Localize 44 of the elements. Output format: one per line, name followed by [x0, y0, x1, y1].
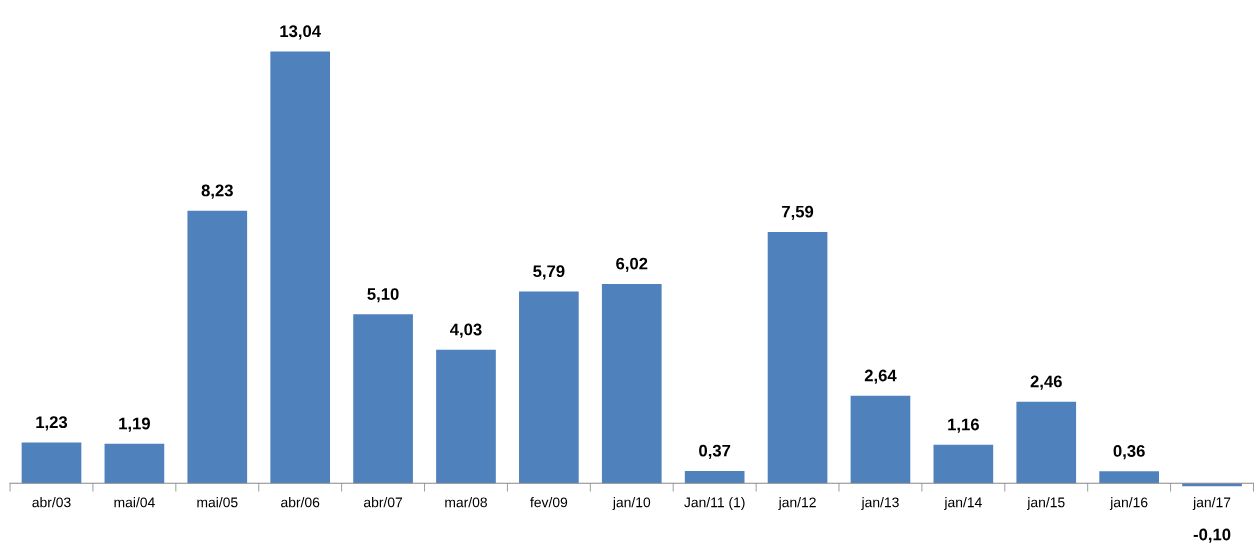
bar	[270, 51, 331, 484]
x-tick-label: jan/13	[861, 497, 899, 511]
x-tick-label: jan/15	[1026, 497, 1065, 511]
x-tick-label: jan/14	[944, 497, 982, 511]
data-label: 0,37	[699, 444, 731, 459]
bar	[21, 442, 82, 484]
x-tick-label: jan/17	[1192, 497, 1231, 511]
bar	[353, 314, 413, 484]
x-tick-label: mai/04	[114, 497, 155, 508]
bar	[436, 349, 496, 484]
data-label: 5,10	[367, 288, 399, 303]
x-tick-label: mar/08	[445, 497, 487, 508]
bar	[684, 470, 745, 484]
bar	[1016, 401, 1077, 484]
data-label: -0,10	[1193, 528, 1231, 543]
data-label: 5,79	[533, 265, 565, 280]
data-label: 2,64	[864, 369, 897, 384]
bar	[767, 231, 828, 484]
x-tick-label: abr/07	[363, 497, 403, 508]
data-label: 0,36	[1113, 445, 1145, 460]
bar	[519, 291, 579, 484]
x-tick-label: jan/12	[778, 497, 816, 511]
data-label: 1,23	[36, 416, 68, 431]
data-label: 13,04	[280, 25, 321, 40]
x-tick-label: fev/09	[530, 497, 568, 508]
x-tick-label: Jan/11 (1)	[684, 497, 745, 511]
bar	[933, 444, 994, 484]
bar	[104, 443, 165, 484]
data-label: 6,02	[616, 257, 648, 272]
bar	[187, 210, 248, 484]
data-label: 2,46	[1030, 375, 1062, 390]
x-tick-label: jan/10	[612, 497, 651, 511]
x-tick-label: mai/05	[197, 497, 238, 508]
data-label: 1,16	[948, 418, 979, 433]
data-label: 4,03	[450, 323, 482, 338]
data-label: 7,59	[782, 205, 814, 220]
x-tick-label: abr/03	[32, 497, 71, 508]
data-label: 1,19	[119, 417, 150, 432]
x-tick-label: jan/16	[1109, 497, 1148, 511]
bar	[1099, 471, 1159, 484]
data-label: 8,23	[201, 184, 233, 199]
bar	[850, 395, 911, 484]
bar	[601, 283, 662, 484]
x-tick-label: abr/06	[281, 497, 320, 508]
